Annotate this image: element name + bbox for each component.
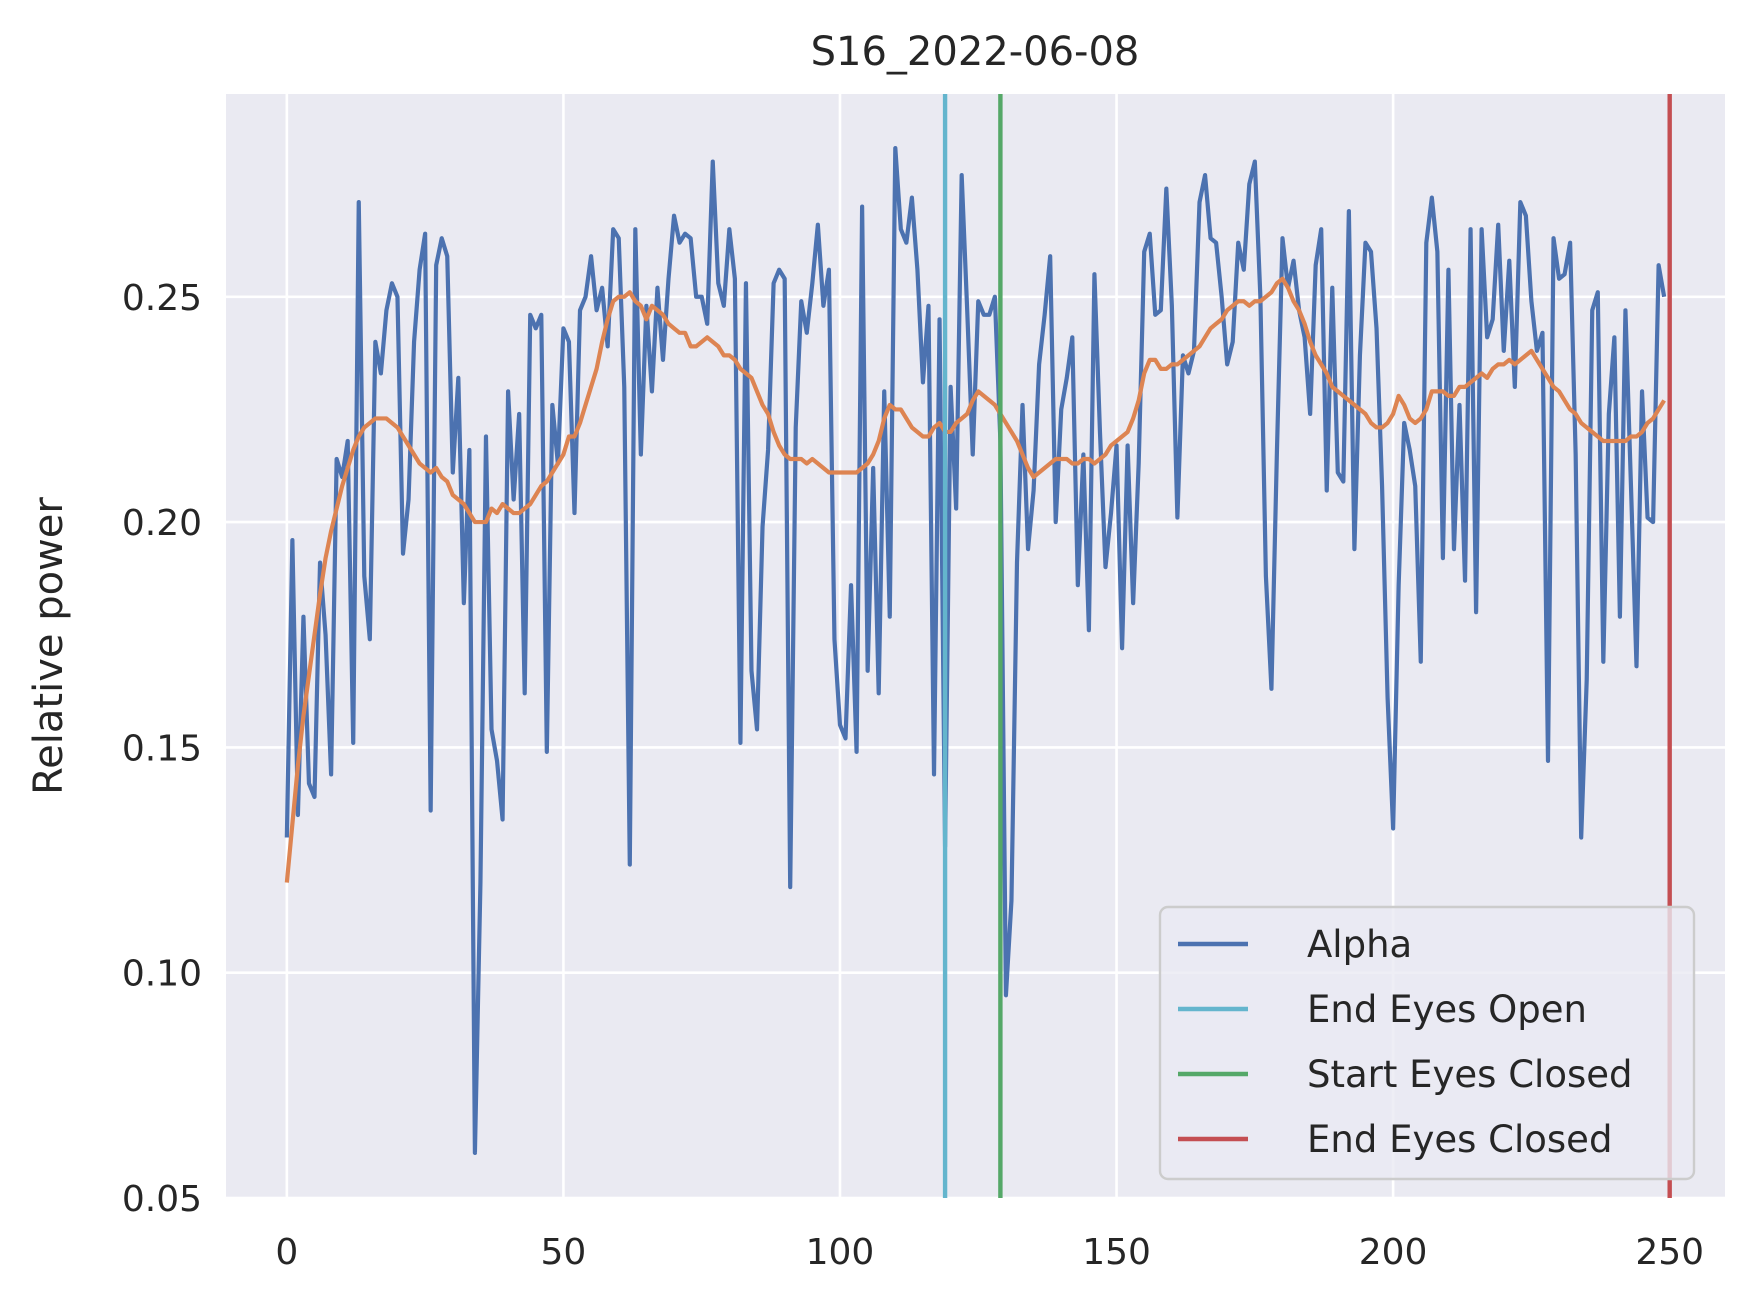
y-axis-ticks: 0.05 0.10 0.15 0.20 0.25 xyxy=(122,278,202,1220)
legend-label-alpha: Alpha xyxy=(1307,923,1412,966)
chart-title: S16_2022-06-08 xyxy=(811,29,1140,75)
x-tick-label: 50 xyxy=(541,1232,587,1273)
y-axis-label: Relative power xyxy=(26,497,72,795)
y-tick-label: 0.05 xyxy=(122,1179,202,1220)
x-tick-label: 150 xyxy=(1082,1232,1151,1273)
legend-label-start-eyes-closed: Start Eyes Closed xyxy=(1307,1053,1633,1096)
x-tick-label: 250 xyxy=(1635,1232,1704,1273)
x-tick-label: 100 xyxy=(806,1232,875,1273)
y-tick-label: 0.25 xyxy=(122,278,202,319)
series-line-smoothed xyxy=(284,276,1666,883)
y-tick-label: 0.15 xyxy=(122,728,202,769)
legend-label-end-eyes-open: End Eyes Open xyxy=(1307,988,1587,1031)
series-line-alpha xyxy=(284,145,1667,1156)
legend: Alpha End Eyes Open Start Eyes Closed End E… xyxy=(1158,905,1696,1181)
x-axis-ticks: 0 50 100 150 200 250 xyxy=(275,1232,1704,1273)
legend-label-end-eyes-closed: End Eyes Closed xyxy=(1307,1118,1612,1161)
y-tick-label: 0.20 xyxy=(122,503,202,544)
x-tick-label: 200 xyxy=(1359,1232,1428,1273)
y-tick-label: 0.10 xyxy=(122,954,202,995)
legend-box xyxy=(1158,905,1696,1181)
series-group xyxy=(284,145,1667,1156)
x-tick-label: 0 xyxy=(275,1232,298,1273)
